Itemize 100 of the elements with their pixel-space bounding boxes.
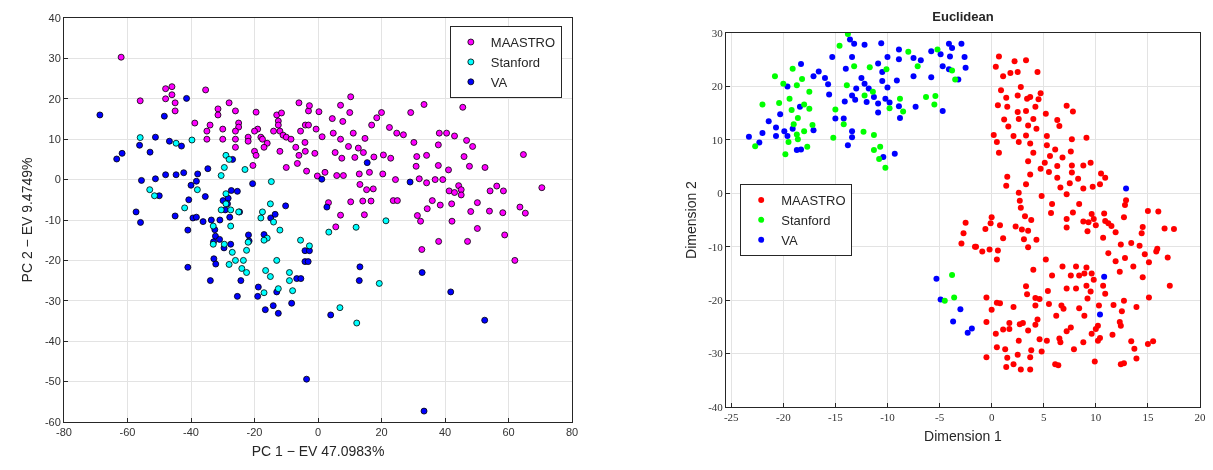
point [883, 66, 890, 73]
point [336, 304, 344, 312]
x-tick-label: 0 [314, 426, 322, 439]
y-tick-label: 10 [711, 133, 724, 146]
x-axis-title: PC 1 − EV 47.0983% [251, 442, 385, 459]
x-tick-label: -40 [183, 426, 199, 439]
x-tick-label: -20 [246, 426, 263, 439]
y-tick-label: 10 [48, 133, 61, 146]
point [806, 88, 813, 95]
point [782, 151, 789, 158]
point [794, 114, 801, 121]
point [266, 200, 274, 208]
point [286, 269, 293, 276]
point [228, 248, 236, 256]
x-tick-label: 20 [375, 426, 388, 439]
point [923, 94, 930, 101]
point [325, 228, 333, 236]
point [222, 190, 230, 198]
point [276, 226, 284, 234]
point [905, 48, 912, 55]
y-tick-label: 20 [711, 80, 724, 93]
point [780, 80, 787, 87]
point [243, 246, 250, 254]
point [900, 108, 907, 115]
point [809, 121, 816, 128]
x-tick-label: -25 [723, 411, 740, 424]
point [941, 297, 948, 304]
point [262, 267, 270, 274]
point [227, 206, 235, 214]
point [225, 261, 233, 268]
point [866, 64, 873, 71]
point [949, 67, 956, 74]
point [146, 186, 154, 194]
point [306, 242, 313, 250]
y-axis-title: Dimension 2 [682, 180, 699, 259]
y-tick-label: -20 [44, 254, 61, 267]
y-tick-label: 20 [48, 92, 61, 105]
point [844, 33, 851, 38]
point [799, 75, 806, 82]
y-tick-label: 30 [711, 26, 724, 39]
point [914, 63, 921, 70]
legend-label: Stanford [781, 212, 831, 228]
point [949, 272, 956, 279]
point [876, 156, 883, 163]
point [217, 172, 225, 179]
point [151, 192, 158, 200]
y-tick-label: 30 [48, 52, 61, 65]
point [759, 101, 766, 108]
x-tick-label: 20 [1194, 411, 1206, 424]
point [793, 82, 800, 89]
point [273, 257, 281, 264]
x-tick-label: 10 [1090, 411, 1102, 424]
point [886, 105, 893, 112]
point [951, 294, 958, 301]
y-tick-label: -10 [708, 240, 724, 253]
x-tick-label: 80 [565, 426, 579, 439]
point [806, 105, 813, 112]
x-tick-label: 0 [988, 411, 995, 424]
legend-label: Stanford [490, 55, 540, 70]
point [286, 277, 293, 284]
point [932, 93, 939, 100]
point [239, 257, 247, 264]
point [776, 99, 783, 106]
point [785, 138, 792, 145]
y-axis-title: PC 2 − EV 9.4749% [19, 157, 36, 283]
x-tick-label: -15 [828, 411, 844, 424]
point [934, 46, 941, 53]
y-tick-label: 40 [48, 11, 61, 24]
point [193, 186, 201, 194]
x-axis-title: Dimension 1 [924, 427, 1003, 444]
point [267, 178, 275, 186]
y-tick-label: 0 [717, 187, 724, 200]
y-tick-label: -10 [44, 213, 61, 226]
point [220, 164, 228, 171]
point [136, 134, 144, 141]
point [843, 82, 850, 89]
point [227, 222, 235, 230]
point [209, 222, 217, 230]
point [382, 217, 390, 225]
point [794, 136, 801, 143]
legend-label: VA [781, 232, 798, 248]
point [801, 128, 808, 135]
point [225, 156, 233, 163]
point [896, 95, 903, 102]
point [860, 128, 867, 135]
point [181, 204, 189, 212]
legend-label: MAASTRO [781, 193, 846, 209]
point [375, 280, 383, 287]
x-tick-label: -10 [880, 411, 896, 424]
point [353, 319, 361, 327]
point [352, 223, 360, 231]
point [861, 92, 868, 99]
y-tick-label: -20 [708, 293, 724, 306]
point [870, 132, 877, 139]
point [297, 236, 304, 244]
point [771, 73, 778, 80]
point [882, 164, 889, 171]
y-tick-label: 0 [54, 173, 61, 186]
point [869, 88, 876, 95]
point [788, 106, 795, 113]
